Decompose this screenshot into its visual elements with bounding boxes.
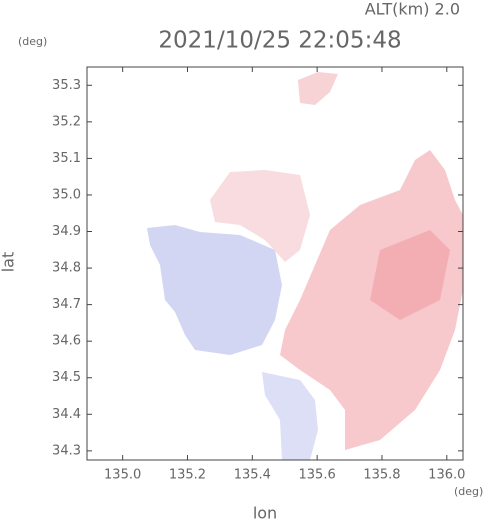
x-tick-label: 135.6 — [299, 468, 336, 483]
echo-core — [370, 230, 450, 320]
y-tick-label: 34.5 — [52, 370, 81, 385]
echo-light-pink — [210, 170, 310, 262]
x-axis-label: lon — [253, 504, 277, 521]
echo-blue — [147, 225, 282, 355]
y-tick-label: 35.2 — [52, 114, 81, 129]
chart-title: 2021/10/25 22:05:48 — [158, 28, 401, 54]
plot-frame — [86, 66, 464, 461]
y-tick-label: 35.0 — [52, 187, 81, 202]
x-tick-label: 135.8 — [363, 468, 400, 483]
y-tick-label: 34.8 — [52, 261, 81, 276]
x-tick-label: 135.2 — [169, 468, 206, 483]
chart-subtitle: ALT(km) 2.0 — [365, 0, 460, 19]
y-axis-label: lat — [0, 252, 18, 273]
y-tick-label: 34.7 — [52, 297, 81, 312]
x-unit: (deg) — [454, 485, 483, 498]
echo-top — [298, 72, 338, 105]
y-tick-label: 34.6 — [52, 334, 81, 349]
x-tick-label: 135.4 — [234, 468, 271, 483]
y-tick-label: 34.4 — [52, 407, 81, 422]
x-tick-label: 136.0 — [428, 468, 465, 483]
y-tick-label: 35.1 — [52, 151, 81, 166]
y-tick-label: 34.9 — [52, 224, 81, 239]
echo-blue-south — [262, 372, 318, 460]
y-tick-label: 35.3 — [52, 78, 81, 93]
radar-field — [147, 72, 463, 460]
y-tick-label: 34.3 — [52, 443, 81, 458]
x-tick-label: 135.0 — [104, 468, 141, 483]
y-unit: (deg) — [18, 35, 47, 48]
